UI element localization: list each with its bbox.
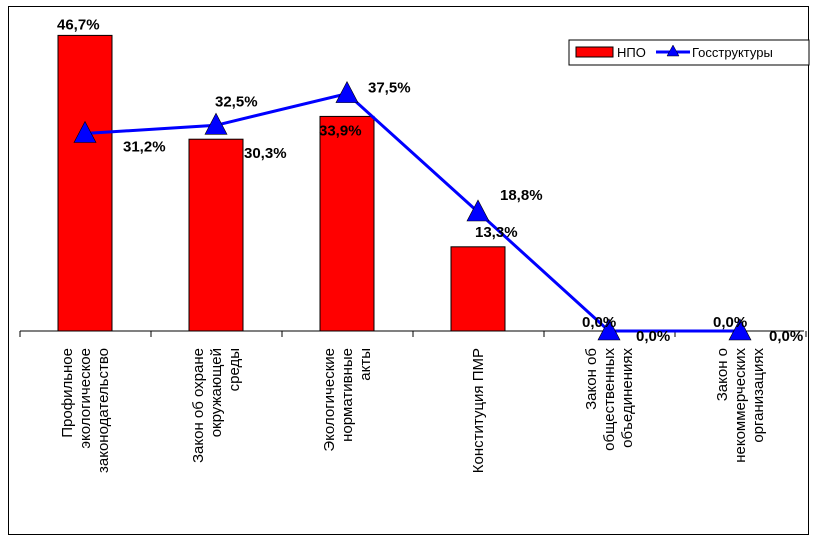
data-label-gov: 0,0% [769,328,803,345]
marker-gov [204,112,228,135]
legend-marker-gov [666,44,680,57]
category-label-line: Конституция ПМР [470,348,487,473]
category-label-line: Закон об охране [190,348,207,463]
data-label-gov: 31,2% [123,139,166,156]
data-label-gov: 18,8% [500,187,543,204]
category-label: Закон об общественных объединениях [583,348,636,451]
category-label-line: общественных [601,348,618,451]
bar-npo [188,138,244,332]
category-label: Профильное экологическое законодательство [59,348,112,473]
category-label: Закон об охране окружающей среды [190,348,243,463]
bar-npo [319,115,375,332]
data-label-npo: 0,0% [582,314,616,331]
legend-label-npo: НПО [617,45,646,60]
marker-gov [466,199,490,222]
data-label-gov: 32,5% [215,93,258,110]
category-label-layer: Профильное экологическое законодательство З… [59,348,767,474]
category-label-line: законодательство [95,348,112,473]
category-label-line: нормативные [339,348,356,442]
data-label-npo: 13,3% [475,224,518,241]
legend-swatch-npo [575,46,614,58]
legend: НПО Госструктуры [568,39,810,66]
category-label: Экологические нормативные акты [321,348,374,452]
category-label-line: Закон об [583,348,600,410]
data-label-npo: 33,9% [319,122,362,139]
bar-layer [57,34,506,332]
line-layer [73,80,752,341]
category-label: Конституция ПМР [470,348,487,473]
label-layer: 46,7% 30,3% 33,9% 13,3% 0,0% 0,0% 31,2% 32,5% 37… [57,16,803,345]
data-label-npo: 30,3% [244,145,287,162]
chart-area [8,6,809,535]
category-label-line: экологическое [77,348,94,449]
marker-gov [73,120,97,143]
data-label-gov: 0,0% [636,328,670,345]
line-gov [84,91,740,333]
data-label-gov: 37,5% [368,80,411,97]
category-label-line: Профильное [59,348,76,438]
bar-npo [450,246,506,332]
category-label-line: окружающей [208,348,225,437]
bar-npo [57,34,113,332]
category-label-line: организациях [750,348,767,443]
category-label-line: объединениях [619,348,636,448]
data-label-npo: 46,7% [57,16,100,33]
category-label-line: Экологические [321,348,338,452]
data-label-npo: 0,0% [713,314,747,331]
category-label-line: среды [226,348,243,391]
category-label-line: Закон о [714,348,731,401]
marker-gov [597,318,621,341]
marker-gov [728,318,752,341]
legend-label-gov: Госструктуры [692,45,773,60]
category-label: Закон о некоммерческих организациях [714,348,767,463]
marker-gov [335,80,359,103]
category-label-line: некоммерческих [732,348,749,463]
category-label-line: акты [357,348,374,381]
